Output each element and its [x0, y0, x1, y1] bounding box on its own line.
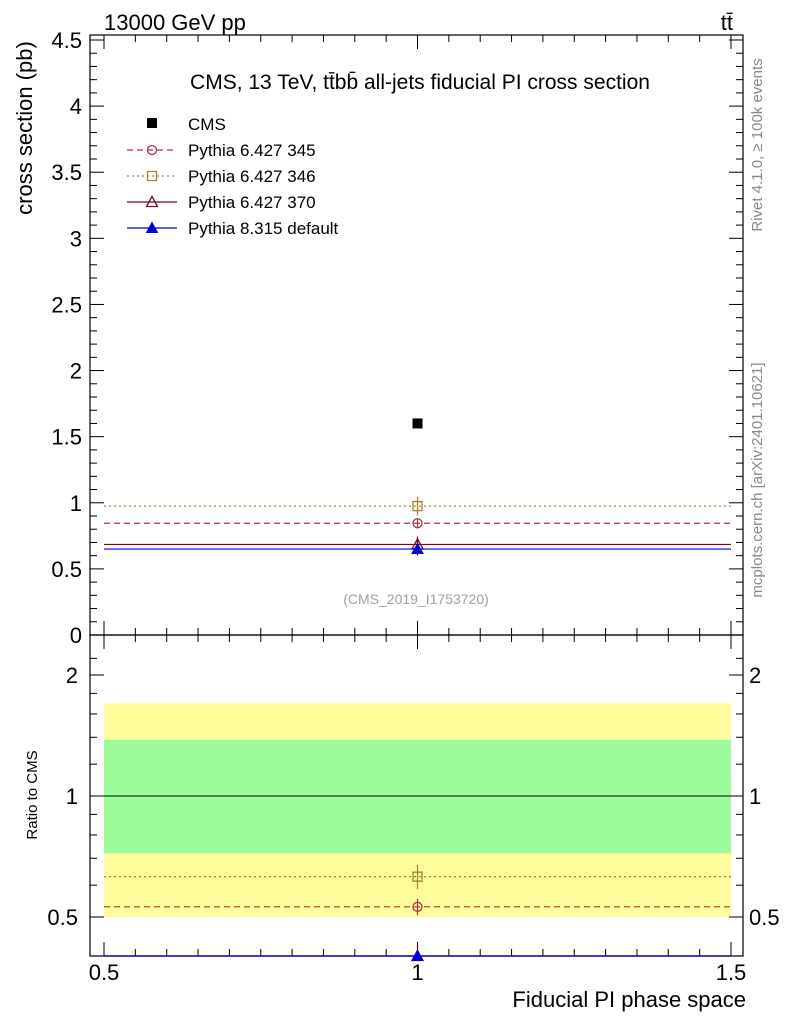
ratio-axis: 0.5 0.5 1 1 2 2	[47, 657, 780, 957]
y-axis: 0 0.5 1 1.5 2 2.5 3 3.5 4 4.5	[51, 28, 743, 648]
ratio-series-point	[412, 871, 423, 882]
ratio-series-group	[104, 864, 731, 962]
main-series-group	[104, 418, 731, 556]
legend-marker	[145, 221, 159, 233]
y-tick-label: 4.5	[51, 28, 82, 53]
legend-marker	[146, 144, 158, 156]
ratio-tick-label: 0.5	[47, 905, 78, 930]
rivet-label: Rivet 4.1.0, ≥ 100k events	[749, 58, 766, 231]
ratio-tick-label-right: 0.5	[749, 905, 780, 930]
x-axis-label: Fiducial PI phase space	[512, 987, 746, 1012]
ratio-tick-label-right: 1	[749, 784, 761, 809]
chart-title: CMS, 13 TeV, tt̄bb̄ all-jets fiducial PI…	[190, 71, 650, 94]
x-axis: 0.5 1 1.5	[89, 35, 747, 985]
legend-marker	[146, 170, 158, 182]
ratio-tick-label: 1	[66, 784, 78, 809]
legend-label: Pythia 6.427 370	[188, 193, 316, 212]
ratio-series-point	[411, 949, 424, 961]
legend: CMS Pythia 6.427 345 Pythia 6.427 346 Pythi…	[127, 115, 339, 238]
series-point	[411, 542, 424, 555]
band-inner	[104, 739, 731, 854]
y-tick-label: 2.5	[51, 292, 82, 317]
series-point	[412, 500, 423, 512]
x-tick-label: 1.5	[716, 960, 747, 985]
ratio-axis-label: Ratio to CMS	[24, 750, 41, 839]
y-tick-label: 2	[70, 359, 82, 384]
data-point	[412, 418, 423, 429]
y-tick-label: 0.5	[51, 557, 82, 582]
ratio-series-point	[412, 901, 423, 912]
ratio-tick-label-right: 2	[749, 663, 761, 688]
y-tick-label: 3.5	[51, 160, 82, 185]
legend-marker	[145, 195, 159, 208]
process-label: tt̄	[721, 10, 733, 35]
y-tick-label: 1	[70, 491, 82, 516]
legend-label: Pythia 8.315 default	[188, 219, 339, 238]
energy-label: 13000 GeV pp	[104, 10, 246, 35]
legend-marker-cms	[147, 118, 157, 128]
y-tick-label: 0	[70, 623, 82, 648]
y-tick-label: 3	[70, 226, 82, 251]
legend-label-cms: CMS	[188, 115, 226, 134]
y-tick-label: 1.5	[51, 425, 82, 450]
x-tick-label: 0.5	[89, 960, 120, 985]
series-point	[412, 518, 423, 529]
url-label: mcplots.cern.ch [arXiv:2401.10621]	[749, 362, 766, 597]
y-axis-label: cross section (pb)	[12, 41, 37, 215]
y-tick-label: 4	[70, 94, 82, 119]
legend-label: Pythia 6.427 346	[188, 167, 316, 186]
analysis-tag: (CMS_2019_I1753720)	[343, 591, 489, 607]
ratio-bands	[90, 703, 743, 917]
x-tick-label: 1	[411, 960, 423, 985]
ratio-tick-label: 2	[66, 663, 78, 688]
legend-label: Pythia 6.427 345	[188, 141, 316, 160]
